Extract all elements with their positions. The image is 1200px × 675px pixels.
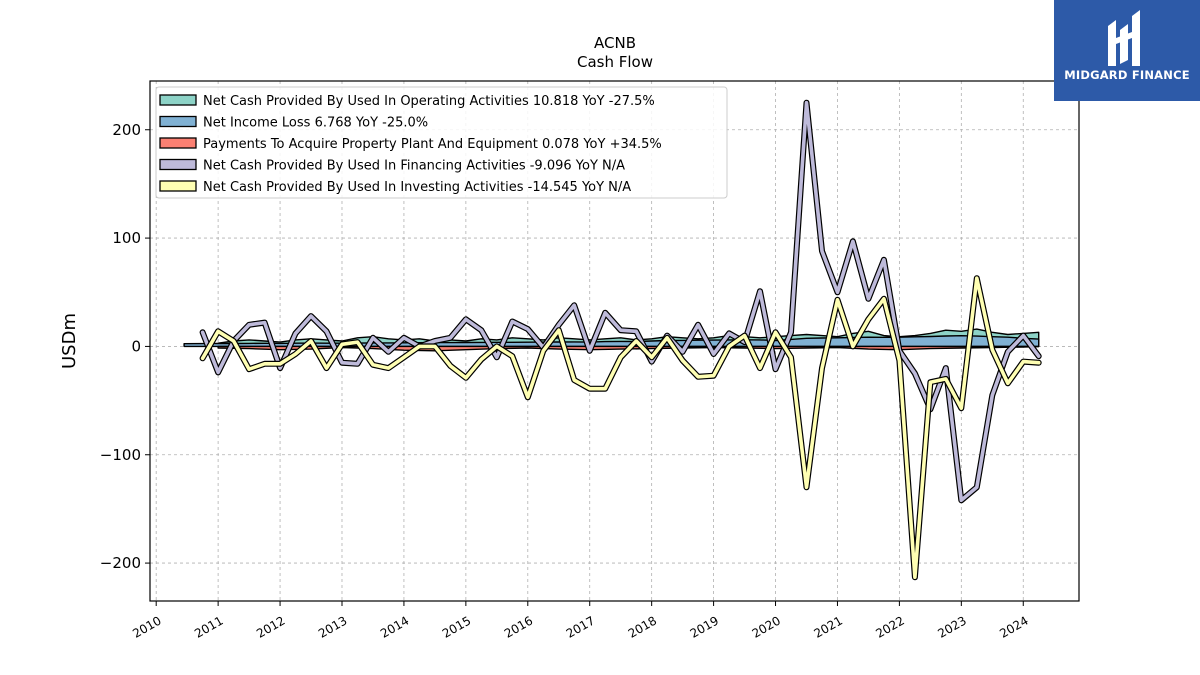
legend-swatch <box>159 137 197 149</box>
x-tick-label: 2023 <box>935 613 968 640</box>
legend-swatch <box>159 115 197 128</box>
x-tick-label: 2022 <box>873 613 906 640</box>
y-tick-label: 100 <box>112 229 141 247</box>
x-tick-label: 2014 <box>378 613 411 640</box>
y-tick-label: −200 <box>100 554 141 572</box>
x-tick-label: 2012 <box>254 613 287 640</box>
brand-name: MIDGARD FINANCE <box>1064 68 1190 82</box>
x-tick-label: 2011 <box>192 613 225 640</box>
x-tick-label: 2010 <box>130 613 163 640</box>
legend-swatch <box>159 158 197 171</box>
x-tick-label: 2016 <box>502 613 535 640</box>
x-tick-label: 2021 <box>812 613 845 640</box>
x-tick-label: 2015 <box>440 613 473 640</box>
legend-entry: Net Cash Provided By Used In Financing A… <box>203 159 625 174</box>
series-line-4 <box>200 276 1041 580</box>
legend-box <box>155 86 728 199</box>
series-layer <box>183 99 1042 581</box>
x-tick-label: 2019 <box>688 613 721 640</box>
x-tick-label: 2024 <box>997 613 1030 640</box>
legend-entry: Payments To Acquire Property Plant And E… <box>203 137 662 152</box>
logo-mark-icon <box>1108 10 1140 66</box>
x-tick-label: 2020 <box>750 613 783 640</box>
legend-swatch <box>159 94 197 106</box>
plot-frame <box>149 80 1080 602</box>
x-tick-label: 2013 <box>316 613 349 640</box>
legend-entry: Net Income Loss 6.768 YoY -25.0% <box>203 116 428 131</box>
y-tick-label: 0 <box>131 337 141 355</box>
y-tick-label: −100 <box>100 446 141 464</box>
y-axis: −200 −100 0 100 200 <box>100 121 150 572</box>
y-tick-label: 200 <box>112 121 141 139</box>
legend: Net Cash Provided By Used In Operating A… <box>155 86 728 199</box>
y-axis-label: USDm <box>59 313 80 369</box>
x-tick-label: 2018 <box>626 613 659 640</box>
legend-swatch <box>159 180 197 192</box>
chart-title: ACNB <box>594 34 636 52</box>
x-tick-label: 2017 <box>564 613 597 640</box>
midgard-finance-logo: MIDGARD FINANCE <box>1054 0 1200 101</box>
legend-entry: Net Cash Provided By Used In Investing A… <box>203 180 631 195</box>
x-axis: 2010 2011 2012 2013 2014 2015 2016 2017 2018 2019… <box>130 601 1031 641</box>
chart-subtitle: Cash Flow <box>577 53 653 71</box>
legend-entry: Net Cash Provided By Used In Operating A… <box>203 94 655 109</box>
